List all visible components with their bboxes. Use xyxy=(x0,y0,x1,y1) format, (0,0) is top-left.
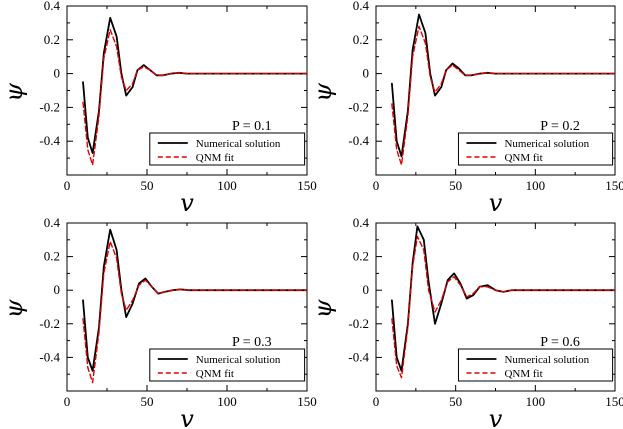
x-axis-label: v xyxy=(180,189,194,217)
y-tick-label: 0.2 xyxy=(44,249,60,264)
chart-panel-1: 0 50 100 150 -0.4 -0.2 0 0.2 0.4 v ψ P = 0.1 Numeric… xyxy=(0,0,317,217)
y-tick-label: 0 xyxy=(54,282,61,297)
legend-entry-label: QNM fit xyxy=(504,368,542,380)
x-tick-label: 100 xyxy=(217,178,237,193)
legend xyxy=(149,132,306,166)
legend xyxy=(457,348,614,382)
x-tick-label: 50 xyxy=(449,394,462,409)
x-tick-label: 50 xyxy=(141,394,154,409)
y-axis-label: ψ xyxy=(309,298,337,318)
y-tick-label: 0.2 xyxy=(44,32,60,47)
legend-entry-label: Numerical solution xyxy=(504,138,589,150)
chart-panel-2: 0 50 100 150 -0.4 -0.2 0 0.2 0.4 v ψ P = 0.2 Numeric… xyxy=(309,0,623,217)
y-tick-label: 0.4 xyxy=(44,215,61,230)
legend xyxy=(457,132,614,166)
panel-parameter-label: P = 0.6 xyxy=(540,335,580,350)
x-axis-label: v xyxy=(489,405,503,429)
panel-parameter-label: P = 0.3 xyxy=(232,335,272,350)
panel-parameter-label: P = 0.2 xyxy=(540,119,580,134)
y-tick-label: -0.2 xyxy=(39,316,60,331)
legend-entry-label: Numerical solution xyxy=(196,354,281,366)
y-tick-label: -0.4 xyxy=(348,133,369,148)
legend-entry-label: Numerical solution xyxy=(196,138,281,150)
qnm-fit-line xyxy=(391,25,615,166)
y-tick-label: 0.4 xyxy=(44,0,61,13)
x-tick-label: 100 xyxy=(217,394,237,409)
y-tick-label: 0 xyxy=(363,66,370,81)
x-axis-label: v xyxy=(180,405,194,429)
x-tick-label: 100 xyxy=(526,394,546,409)
x-tick-label: 0 xyxy=(64,394,71,409)
chart-panel-3: 0 50 100 150 -0.4 -0.2 0 0.2 0.4 v ψ P = 0.3 Numeric… xyxy=(0,215,317,429)
qnm-fit-line xyxy=(391,235,615,379)
x-tick-label: 50 xyxy=(449,178,462,193)
y-tick-label: -0.2 xyxy=(39,99,60,114)
legend-entry-label: QNM fit xyxy=(196,152,234,164)
panel-parameter-label: P = 0.1 xyxy=(232,119,272,134)
qnm-fit-line xyxy=(82,240,307,384)
x-tick-label: 0 xyxy=(373,394,380,409)
x-axis-label: v xyxy=(489,189,503,217)
legend-entry-label: QNM fit xyxy=(196,368,234,380)
y-tick-label: 0 xyxy=(54,66,61,81)
y-axis-label: ψ xyxy=(309,82,337,102)
x-tick-label: 100 xyxy=(526,178,546,193)
x-tick-label: 0 xyxy=(373,178,380,193)
chart-panel-4: 0 50 100 150 -0.4 -0.2 0 0.2 0.4 v ψ P = 0.6 Numeric… xyxy=(309,215,623,429)
legend xyxy=(149,348,306,382)
y-tick-label: -0.2 xyxy=(348,99,369,114)
x-tick-label: 50 xyxy=(141,178,154,193)
y-tick-label: -0.2 xyxy=(348,316,369,331)
y-tick-label: -0.4 xyxy=(39,133,60,148)
y-axis-label: ψ xyxy=(0,82,28,102)
y-tick-label: -0.4 xyxy=(39,349,60,364)
y-axis-label: ψ xyxy=(0,298,28,318)
y-tick-label: 0.2 xyxy=(353,249,369,264)
legend-entry-label: QNM fit xyxy=(504,152,542,164)
x-tick-label: 0 xyxy=(64,178,71,193)
x-tick-label: 150 xyxy=(297,178,317,193)
x-tick-label: 150 xyxy=(605,178,623,193)
y-tick-label: -0.4 xyxy=(348,349,369,364)
y-tick-label: 0.4 xyxy=(353,215,370,230)
x-tick-label: 150 xyxy=(605,394,623,409)
y-tick-label: 0.4 xyxy=(353,0,370,13)
y-tick-label: 0 xyxy=(363,282,370,297)
qnm-fit-line xyxy=(82,29,307,166)
y-tick-label: 0.2 xyxy=(353,32,369,47)
legend-entry-label: Numerical solution xyxy=(504,354,589,366)
x-tick-label: 150 xyxy=(297,394,317,409)
